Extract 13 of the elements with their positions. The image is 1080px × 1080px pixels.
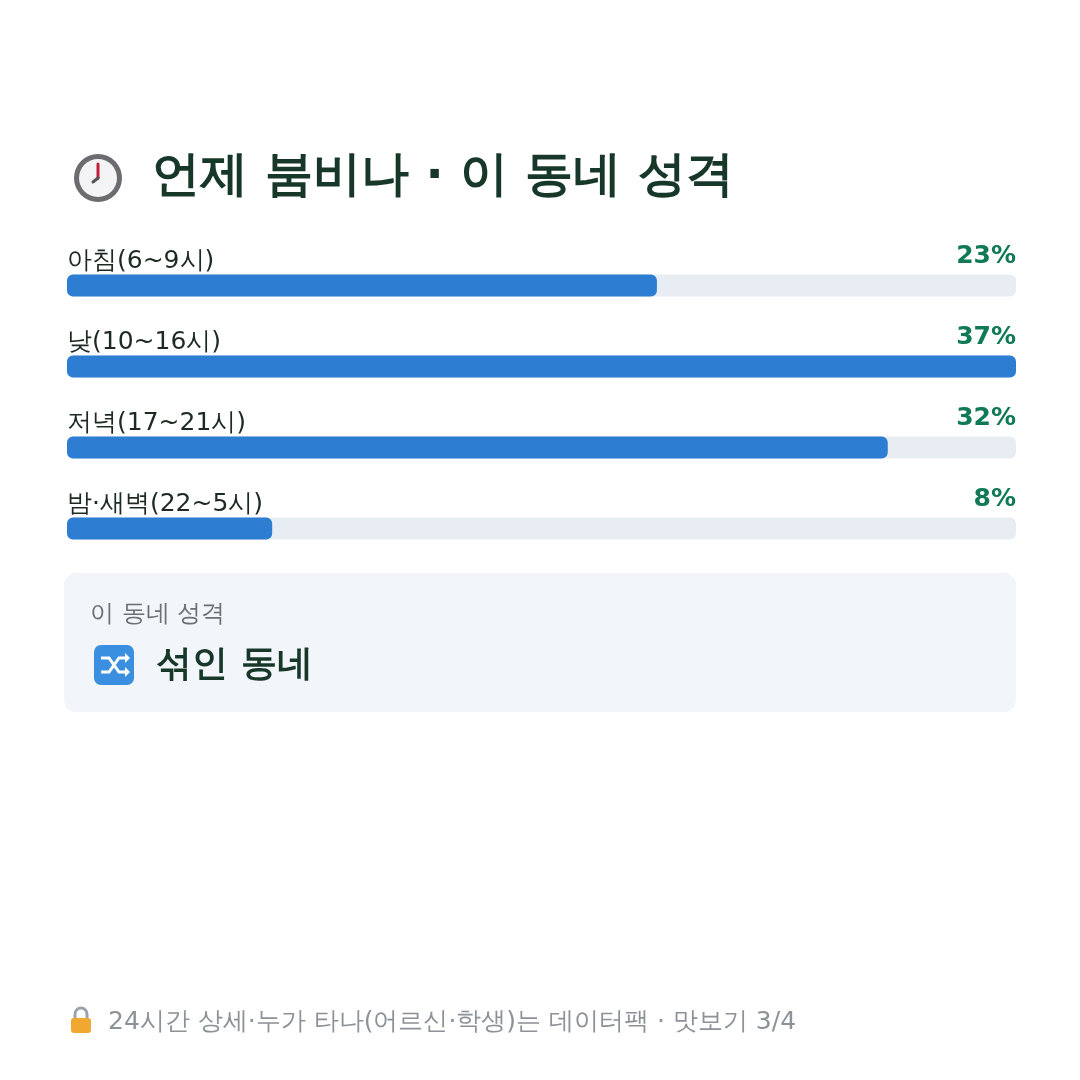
text: 24시간 상세·누가 타나(어르신·학생)는 데이터팩 · 맛보기 3/4 xyxy=(108,1005,797,1037)
chart-title: 언제 붐비나 · 이 동네 성격 xyxy=(152,144,734,203)
bar xyxy=(67,517,273,540)
y-tick-label: 낮(10~16시) xyxy=(67,325,222,355)
y-tick-label: 밤·새벽(22~5시) xyxy=(67,487,264,517)
data-label: 37% xyxy=(956,321,1016,350)
data-label: 23% xyxy=(956,240,1016,269)
data-label: 8% xyxy=(973,483,1016,512)
data-label: 32% xyxy=(956,402,1016,431)
text: 이 동네 성격 xyxy=(90,598,226,629)
y-tick-label: 저녁(17~21시) xyxy=(67,406,247,436)
text: 섞인 동네 xyxy=(156,641,313,685)
y-tick-label: 아침(6~9시) xyxy=(67,244,215,274)
